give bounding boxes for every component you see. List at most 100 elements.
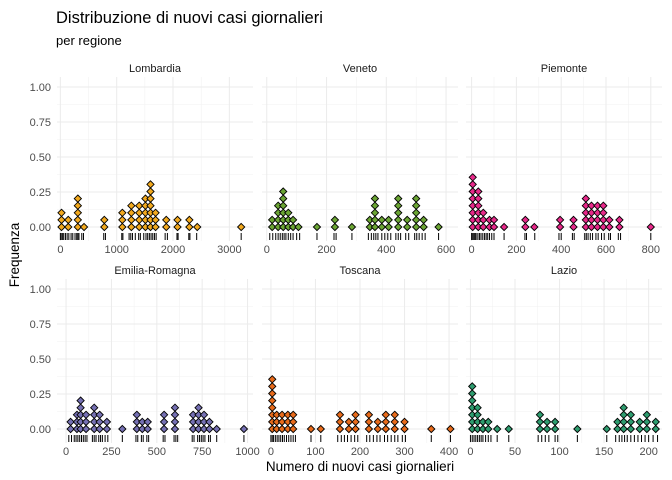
y-tick-label: 1.00 — [30, 82, 51, 94]
data-point — [411, 215, 421, 225]
data-point — [373, 417, 383, 427]
y-tick-label: 0.50 — [30, 152, 51, 164]
data-point — [173, 215, 182, 225]
data-point — [384, 222, 393, 232]
x-tick-label: 0 — [63, 446, 69, 458]
data-point — [468, 201, 477, 210]
data-point — [642, 410, 652, 420]
data-point — [89, 424, 99, 434]
data-point — [615, 222, 624, 232]
facet-title: Emilia-Romagna — [114, 265, 196, 277]
data-point — [419, 222, 428, 232]
data-point — [492, 424, 502, 434]
data-point — [384, 215, 393, 225]
data-point — [173, 222, 182, 232]
chart-subtitle: per regione — [56, 33, 122, 48]
data-point — [467, 389, 477, 398]
data-point — [205, 424, 214, 434]
data-point — [330, 215, 340, 225]
data-point — [118, 222, 127, 232]
facet-title: Toscana — [340, 265, 382, 277]
data-point — [390, 424, 399, 434]
x-tick-label: 400 — [552, 244, 570, 256]
data-point — [193, 222, 202, 232]
data-point — [170, 403, 180, 412]
data-point — [468, 208, 477, 218]
data-point — [581, 222, 591, 232]
data-point — [76, 396, 85, 405]
data-point — [468, 222, 477, 232]
data-point — [335, 417, 345, 427]
data-point — [102, 417, 112, 427]
data-point — [316, 424, 326, 434]
data-point — [587, 208, 596, 218]
data-point — [587, 215, 596, 225]
data-point — [73, 215, 83, 225]
data-point — [411, 222, 421, 232]
data-point — [593, 201, 602, 210]
data-point — [434, 222, 443, 232]
data-point — [312, 222, 322, 232]
data-point — [199, 417, 209, 427]
data-point — [427, 424, 436, 434]
data-point — [400, 424, 409, 434]
data-point — [194, 424, 203, 434]
x-tick-label: 800 — [642, 244, 660, 256]
data-point — [335, 410, 345, 420]
facet-title: Lazio — [551, 265, 577, 277]
y-axis-title: Frequenza — [7, 222, 22, 287]
data-point — [344, 424, 354, 434]
data-point — [635, 424, 644, 434]
data-point — [351, 417, 360, 427]
data-point — [479, 215, 488, 225]
data-point — [521, 222, 530, 232]
x-tick-label: 0 — [467, 446, 473, 458]
data-point — [484, 417, 493, 427]
x-tick-label: 750 — [193, 446, 211, 458]
data-point — [619, 424, 628, 434]
data-point — [76, 403, 85, 412]
data-point — [394, 222, 403, 232]
data-point — [73, 201, 83, 210]
data-point — [473, 410, 482, 420]
data-point — [73, 194, 83, 203]
data-point — [467, 382, 477, 391]
y-tick-label: 0.00 — [30, 222, 51, 234]
data-point — [127, 222, 136, 232]
data-point — [581, 194, 591, 203]
data-point — [402, 215, 412, 225]
data-point — [268, 375, 277, 384]
data-point — [288, 410, 298, 420]
data-point — [81, 410, 91, 420]
data-point — [642, 417, 652, 427]
data-point — [57, 215, 66, 225]
data-point — [146, 201, 155, 210]
data-point — [394, 194, 403, 203]
data-point — [619, 410, 628, 420]
data-point — [188, 424, 198, 434]
data-point — [277, 410, 287, 420]
data-point — [205, 417, 214, 427]
data-point — [267, 222, 277, 232]
x-tick-label: 0 — [264, 244, 270, 256]
data-point — [288, 417, 298, 427]
data-point — [278, 187, 288, 196]
data-point — [373, 424, 383, 434]
x-tick-label: 100 — [550, 446, 568, 458]
data-point — [73, 222, 83, 232]
data-point — [159, 424, 169, 434]
data-point — [138, 417, 147, 427]
data-point — [489, 222, 499, 232]
data-point — [484, 424, 493, 434]
data-point — [364, 424, 374, 434]
x-tick-label: 50 — [509, 446, 521, 458]
data-point — [138, 424, 147, 434]
data-point — [188, 410, 198, 420]
data-point — [619, 417, 628, 427]
data-point — [613, 417, 622, 427]
data-point — [268, 403, 277, 412]
x-tick-label: 0 — [57, 244, 63, 256]
data-point — [619, 403, 628, 412]
data-point — [132, 410, 142, 420]
data-point — [474, 201, 483, 210]
